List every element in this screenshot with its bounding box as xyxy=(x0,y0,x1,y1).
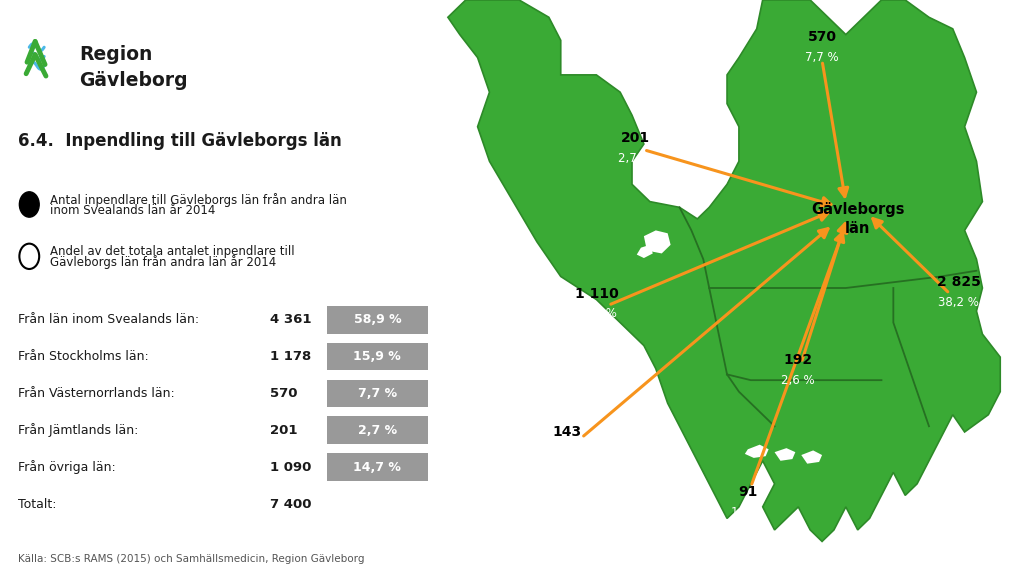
Text: 58,9 %: 58,9 % xyxy=(353,313,401,326)
Text: inom Svealands län år 2014: inom Svealands län år 2014 xyxy=(49,204,215,217)
Polygon shape xyxy=(774,448,796,461)
Text: 6.4.  Inpendling till Gävleborgs län: 6.4. Inpendling till Gävleborgs län xyxy=(18,132,342,150)
Text: 15,0 %: 15,0 % xyxy=(575,308,616,320)
Text: 1,2 %: 1,2 % xyxy=(731,506,765,519)
Text: 1 090: 1 090 xyxy=(270,461,311,473)
Polygon shape xyxy=(447,0,1000,541)
Text: 570: 570 xyxy=(270,387,298,400)
Circle shape xyxy=(19,192,39,217)
Polygon shape xyxy=(644,230,671,253)
Text: 91: 91 xyxy=(738,486,758,499)
Text: 7,7 %: 7,7 % xyxy=(357,387,397,400)
Bar xyxy=(327,306,428,334)
Text: Region: Region xyxy=(79,46,153,64)
Text: Gävleborgs
län: Gävleborgs län xyxy=(811,202,904,236)
Text: 15,9 %: 15,9 % xyxy=(353,350,401,363)
Text: 201: 201 xyxy=(621,131,649,145)
Polygon shape xyxy=(637,245,653,258)
Bar xyxy=(327,343,428,370)
Text: 4 361: 4 361 xyxy=(270,313,312,326)
Text: 7,7 %: 7,7 % xyxy=(805,51,839,64)
Text: 1 110: 1 110 xyxy=(574,287,618,301)
Text: Från Stockholms län:: Från Stockholms län: xyxy=(18,350,148,363)
Text: Totalt:: Totalt: xyxy=(18,498,56,510)
Circle shape xyxy=(19,244,39,269)
Text: Andel av det totala antalet inpendlare till: Andel av det totala antalet inpendlare t… xyxy=(49,245,294,258)
Polygon shape xyxy=(744,445,769,458)
Bar xyxy=(327,416,428,444)
Text: Från Västernorrlands län:: Från Västernorrlands län: xyxy=(18,387,175,400)
Text: 201: 201 xyxy=(270,424,298,437)
Text: Källa: SCB:s RAMS (2015) och Samhällsmedicin, Region Gävleborg: Källa: SCB:s RAMS (2015) och Samhällsmed… xyxy=(18,554,365,564)
Bar xyxy=(327,453,428,481)
Text: Antal inpendlare till Gävleborgs län från andra län: Antal inpendlare till Gävleborgs län frå… xyxy=(49,193,346,207)
Text: 2,6 %: 2,6 % xyxy=(781,374,815,386)
Bar xyxy=(327,380,428,407)
Text: Från Jämtlands län:: Från Jämtlands län: xyxy=(18,423,138,437)
Text: 570: 570 xyxy=(808,31,837,44)
Text: 1,9 %: 1,9 % xyxy=(550,446,584,458)
Text: 192: 192 xyxy=(783,353,813,367)
Text: 2 825: 2 825 xyxy=(937,275,981,289)
Polygon shape xyxy=(801,450,822,464)
Text: 1 178: 1 178 xyxy=(270,350,311,363)
Text: 14,7 %: 14,7 % xyxy=(353,461,401,473)
Text: Gävleborg: Gävleborg xyxy=(79,71,187,90)
Text: Från län inom Svealands län:: Från län inom Svealands län: xyxy=(18,313,199,326)
Text: Gävleborgs län från andra län år 2014: Gävleborgs län från andra län år 2014 xyxy=(49,255,275,269)
Text: 7 400: 7 400 xyxy=(270,498,312,510)
Text: 38,2 %: 38,2 % xyxy=(938,296,979,309)
Text: Från övriga län:: Från övriga län: xyxy=(18,460,116,474)
Text: 2,7 %: 2,7 % xyxy=(357,424,397,437)
Text: 2,7 %: 2,7 % xyxy=(618,152,652,165)
Text: 143: 143 xyxy=(552,425,582,439)
